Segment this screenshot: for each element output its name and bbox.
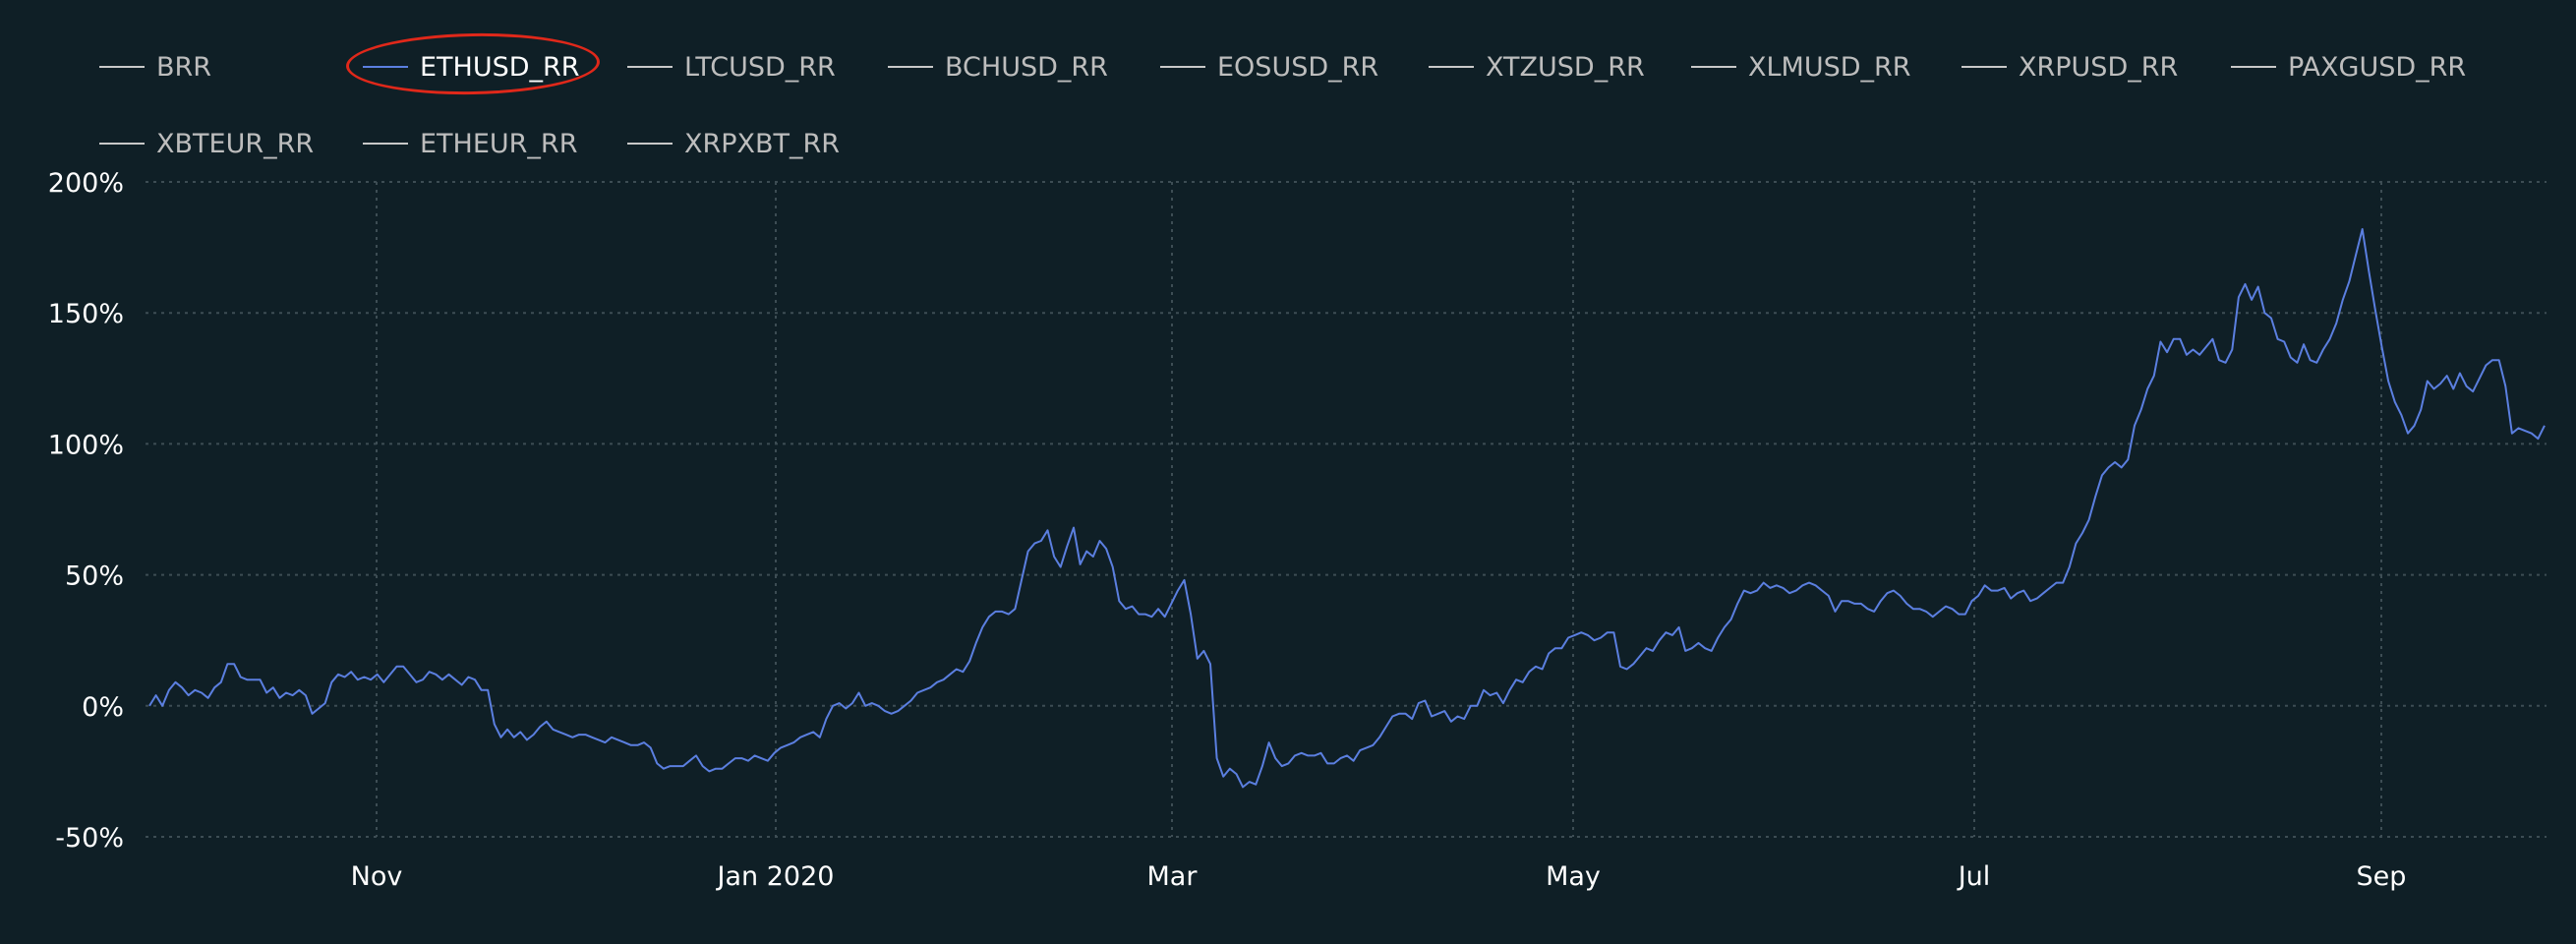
legend-label: LTCUSD_RR <box>684 51 836 83</box>
legend-label: XLMUSD_RR <box>1748 51 1911 83</box>
y-axis: 200% 150% 100% 50% 0% -50% <box>48 168 124 854</box>
legend-item-xrpxbt-rr[interactable]: XRPXBT_RR <box>627 124 840 163</box>
legend-line-icon <box>2231 66 2276 68</box>
legend-item-xrpusd-rr[interactable]: XRPUSD_RR <box>1961 47 2178 87</box>
legend-label: XBTEUR_RR <box>156 128 315 159</box>
x-axis: Nov Jan 2020 Mar May Jul Sep <box>351 861 2407 892</box>
y-tick-label: 50% <box>65 561 124 592</box>
legend-item-bchusd-rr[interactable]: BCHUSD_RR <box>888 47 1108 87</box>
grid-lines <box>146 181 2547 838</box>
legend-line-icon <box>1961 66 2007 68</box>
y-tick-label: 200% <box>48 168 124 199</box>
legend-line-icon <box>1691 66 1736 68</box>
y-tick-label: -50% <box>55 823 124 854</box>
legend-label: BRR <box>156 51 212 83</box>
y-tick-label: 150% <box>48 299 124 329</box>
legend-item-brr[interactable]: BRR <box>99 47 211 87</box>
legend-label: EOSUSD_RR <box>1217 51 1379 83</box>
x-tick-label: Mar <box>1147 861 1199 892</box>
legend-item-xbteur-rr[interactable]: XBTEUR_RR <box>99 124 314 163</box>
legend-item-paxgusd-rr[interactable]: PAXGUSD_RR <box>2231 47 2466 87</box>
y-tick-label: 0% <box>82 692 124 723</box>
legend-item-xlmusd-rr[interactable]: XLMUSD_RR <box>1691 47 1911 87</box>
legend-item-ltcusd-rr[interactable]: LTCUSD_RR <box>627 47 836 87</box>
x-tick-label: Jul <box>1957 861 1991 892</box>
legend-line-icon <box>888 66 933 68</box>
legend: BRR ETHUSD_RR LTCUSD_RR BCHUSD_RR EOSUSD… <box>0 0 2576 177</box>
legend-line-icon <box>363 66 408 68</box>
x-tick-label: Nov <box>351 861 403 892</box>
legend-label: BCHUSD_RR <box>945 51 1108 83</box>
legend-label: XRPUSD_RR <box>2019 51 2179 83</box>
legend-line-icon <box>99 66 145 68</box>
legend-line-icon <box>627 66 673 68</box>
legend-item-etheur-rr[interactable]: ETHEUR_RR <box>363 124 577 163</box>
series-line-ethusd-rr[interactable] <box>148 228 2546 789</box>
legend-line-icon <box>363 143 408 145</box>
legend-label: XRPXBT_RR <box>684 128 841 159</box>
legend-line-icon <box>627 143 673 145</box>
legend-line-icon <box>1160 66 1205 68</box>
x-tick-label: May <box>1546 861 1601 892</box>
legend-line-icon <box>99 143 145 145</box>
y-tick-label: 100% <box>48 430 124 460</box>
x-tick-label: Jan 2020 <box>716 861 835 892</box>
legend-item-ethusd-rr[interactable]: ETHUSD_RR <box>363 47 580 87</box>
legend-label: ETHEUR_RR <box>420 128 578 159</box>
legend-item-eosusd-rr[interactable]: EOSUSD_RR <box>1160 47 1378 87</box>
x-tick-label: Sep <box>2357 861 2407 892</box>
legend-label: XTZUSD_RR <box>1486 51 1645 83</box>
legend-item-xtzusd-rr[interactable]: XTZUSD_RR <box>1429 47 1645 87</box>
legend-label: PAXGUSD_RR <box>2288 51 2467 83</box>
legend-label: ETHUSD_RR <box>420 51 580 83</box>
legend-line-icon <box>1429 66 1474 68</box>
